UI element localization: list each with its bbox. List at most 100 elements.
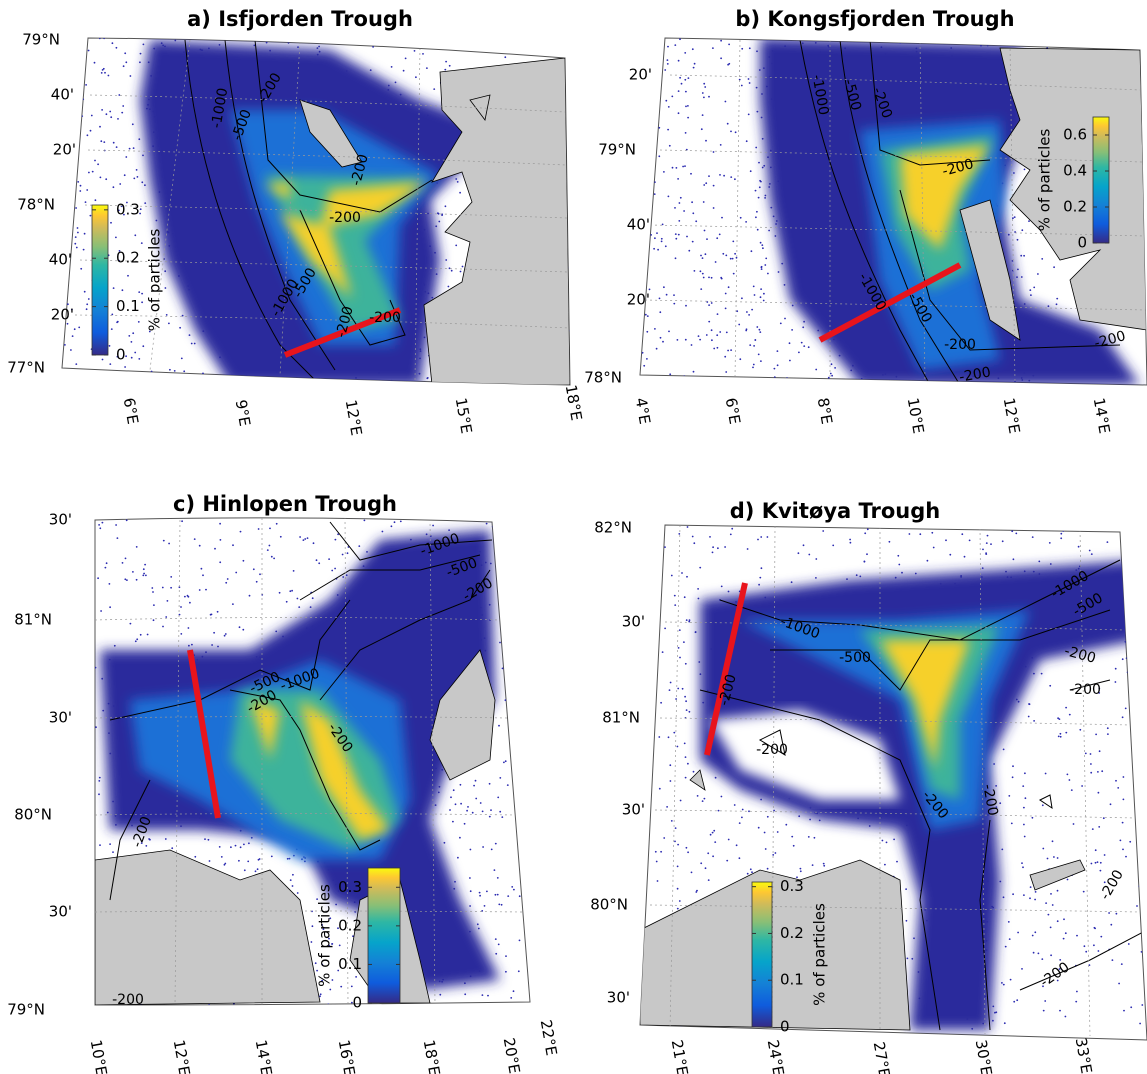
particle [673, 732, 675, 734]
colorbar [1093, 117, 1109, 243]
particle [1076, 991, 1078, 993]
particle [931, 532, 933, 534]
particle [677, 688, 679, 690]
particle [224, 864, 226, 866]
particle [1112, 959, 1114, 961]
particle [1089, 550, 1091, 552]
particle [273, 558, 275, 560]
particle [1045, 902, 1047, 904]
particle [710, 834, 712, 836]
particle [138, 321, 140, 323]
particle [522, 777, 524, 779]
particle [142, 155, 144, 157]
particle [705, 140, 707, 142]
particle [59, 356, 61, 358]
particle [1076, 935, 1078, 937]
particle [1026, 37, 1028, 39]
particle [1021, 862, 1023, 864]
colorbar-tick-label: 0 [352, 994, 362, 1012]
particle [455, 178, 457, 180]
particle [188, 596, 190, 598]
particle [720, 277, 722, 279]
particle [1050, 927, 1052, 929]
particle [715, 777, 717, 779]
particle [1128, 943, 1130, 945]
contour-label: -200 [369, 310, 401, 326]
particle [358, 545, 360, 547]
particle [289, 858, 291, 860]
particle [1098, 950, 1100, 952]
particle [113, 142, 115, 144]
particle [313, 542, 315, 544]
particle [928, 39, 930, 41]
particle [1053, 266, 1055, 268]
particle [444, 842, 446, 844]
particle [654, 596, 656, 598]
particle [504, 39, 506, 41]
particle [995, 1011, 997, 1013]
particle [822, 530, 824, 532]
particle [225, 582, 227, 584]
particle [1041, 258, 1043, 260]
particle [103, 68, 105, 70]
particle [759, 186, 761, 188]
particle [106, 562, 108, 564]
colorbar [368, 868, 400, 1003]
particle [1081, 785, 1083, 787]
particle [1053, 856, 1055, 858]
particle [67, 230, 69, 232]
particle [62, 138, 64, 140]
particle [132, 123, 134, 125]
particle [757, 229, 759, 231]
particle [802, 326, 804, 328]
particle [290, 879, 292, 881]
lon-label: 6°E [722, 396, 744, 425]
particle [198, 376, 200, 378]
particle [174, 40, 176, 42]
particle [734, 178, 736, 180]
contour-label: -500 [839, 650, 871, 666]
particle [1137, 684, 1139, 686]
particle [702, 800, 704, 802]
particle [136, 638, 138, 640]
particle [334, 568, 336, 570]
particle [143, 44, 145, 46]
particle [646, 358, 648, 360]
particle [1052, 840, 1054, 842]
particle [814, 379, 816, 381]
colorbar-tick-label: 0.3 [338, 878, 362, 896]
particle [643, 365, 645, 367]
particle [495, 894, 497, 896]
particle [1095, 862, 1097, 864]
particle [648, 701, 650, 703]
particle [1030, 38, 1032, 40]
particle [453, 789, 455, 791]
particle [188, 645, 190, 647]
particle [61, 354, 63, 356]
particle [846, 578, 848, 580]
particle [136, 579, 138, 581]
particle [662, 341, 664, 343]
particle [985, 552, 987, 554]
particle [1024, 836, 1026, 838]
particle [905, 888, 907, 890]
particle [152, 591, 154, 593]
particle [78, 327, 80, 329]
particle [1071, 789, 1073, 791]
particle [1125, 708, 1127, 710]
particle [138, 138, 140, 140]
particle [650, 759, 652, 761]
particle [695, 631, 697, 633]
panel-title: b) Kongsfjorden Trough [735, 7, 1014, 31]
particle [982, 549, 984, 551]
particle [1065, 1016, 1067, 1018]
particle [684, 743, 686, 745]
particle [498, 904, 500, 906]
particle [86, 303, 88, 305]
particle [657, 526, 659, 528]
particle [801, 342, 803, 344]
particle [275, 631, 277, 633]
particle [677, 178, 679, 180]
particle [694, 63, 696, 65]
particle [901, 572, 903, 574]
